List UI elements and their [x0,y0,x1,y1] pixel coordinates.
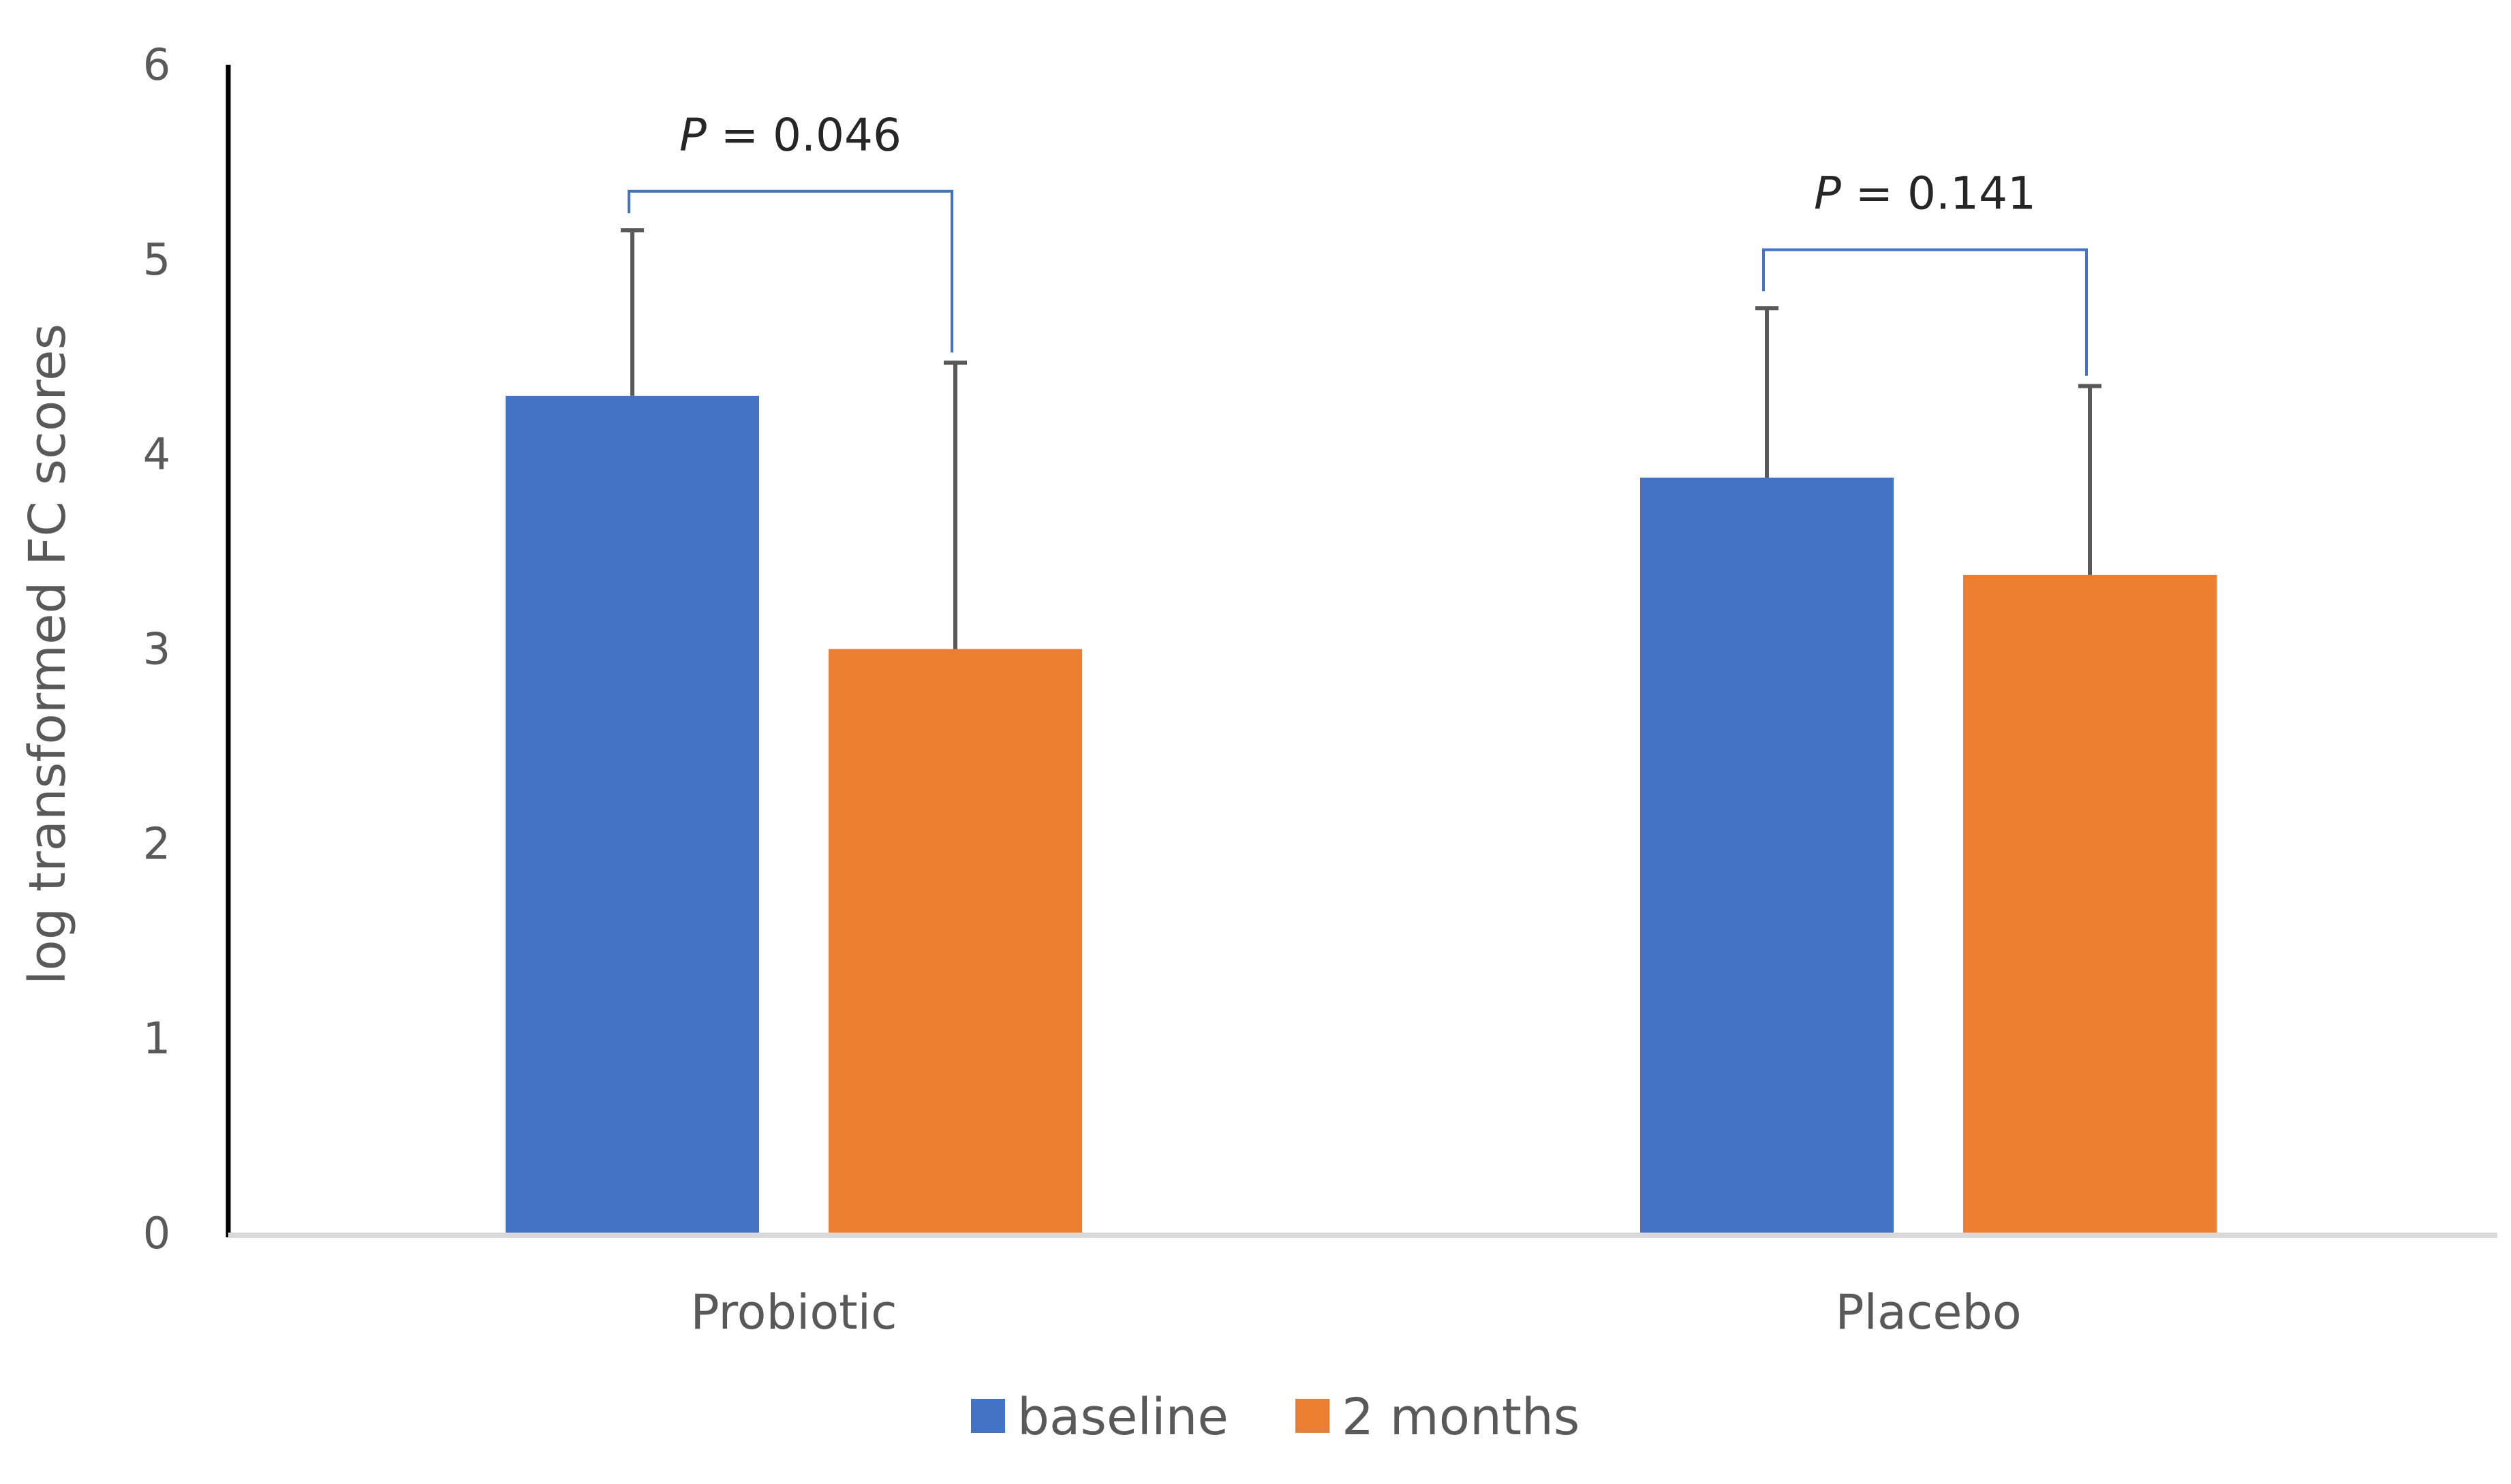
x-tick-label: Probiotic [690,1284,897,1340]
legend-label: 2 months [1342,1388,1580,1447]
legend-swatch [1295,1399,1329,1433]
y-tick-label: 6 [143,40,171,91]
y-tick-label: 1 [143,1014,171,1064]
bars [506,395,2217,1233]
bar-baseline-placebo [1640,477,1894,1233]
significance-bracket [1762,248,2088,376]
legend-label: baseline [1017,1388,1229,1447]
y-tick-label: 2 [143,819,171,869]
error-bars [621,228,2101,649]
y-tick-label: 3 [143,625,171,675]
bar-2-months-probiotic [829,649,1082,1233]
legend: baseline 2 months [971,1388,1580,1447]
y-tick-label: 4 [143,430,171,480]
y-axis-title: log transformed FC scores [18,324,77,985]
x-tick-label: Placebo [1835,1284,2021,1340]
legend-swatch [971,1399,1005,1433]
significance-bracket [628,189,953,353]
y-axis: 0 1 2 3 4 5 6 [143,40,231,1259]
y-tick-label: 5 [143,235,171,285]
bar-baseline-probiotic [506,395,759,1233]
bar-2-months-placebo [1963,574,2217,1233]
x-axis: Probiotic Placebo [228,1233,2497,1340]
p-value-label: P = 0.141 [1814,168,2036,220]
significance-annotations: P = 0.046 P = 0.141 [628,109,2088,376]
p-value-label: P = 0.046 [679,109,902,161]
y-tick-label: 0 [143,1209,171,1259]
